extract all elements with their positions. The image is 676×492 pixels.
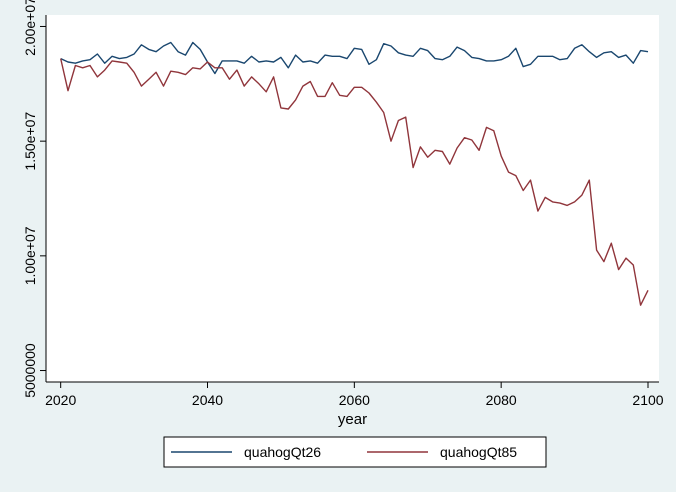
- series-layer: [60, 41, 649, 306]
- y-tick-label: 5000000: [22, 343, 38, 398]
- y-tick-label: 2.00e+07: [22, 0, 38, 56]
- legend-label: quahogQt85: [440, 444, 517, 460]
- y-tick-label: 1.50e+07: [22, 112, 38, 171]
- x-tick-label: 2020: [45, 392, 76, 408]
- series-line-quahogQt26: [60, 41, 649, 75]
- x-tick-label: 2100: [632, 392, 663, 408]
- legend: quahogQt26 quahogQt85: [163, 436, 547, 468]
- x-axis-title: year: [338, 411, 367, 428]
- y-tick-label: 1.00e+07: [22, 226, 38, 285]
- legend-label: quahogQt26: [244, 444, 321, 460]
- axes: 2020 2040 2060 2080 2100 5000000 1.00e+07 1.50e…: [22, 0, 664, 408]
- plot-area: [46, 15, 659, 382]
- x-tick-label: 2060: [339, 392, 370, 408]
- series-line-quahogQt85: [60, 58, 649, 306]
- x-tick-label: 2080: [486, 392, 517, 408]
- x-tick-label: 2040: [192, 392, 223, 408]
